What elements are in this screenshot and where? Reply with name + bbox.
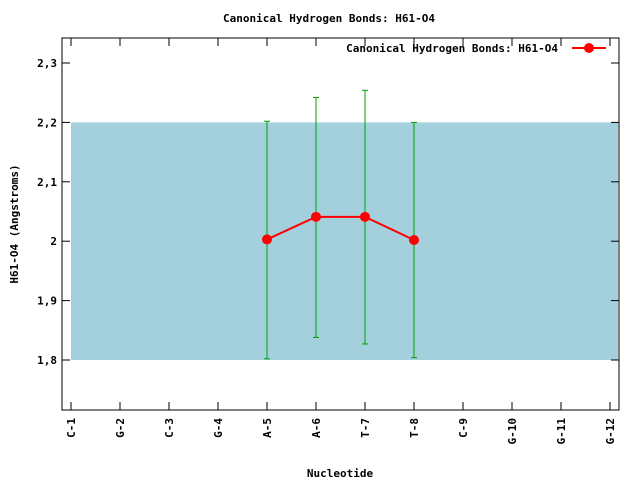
x-tick-label: A-5	[261, 418, 274, 438]
y-tick-label: 2,1	[37, 176, 57, 189]
x-tick-label: T-7	[359, 418, 372, 438]
legend: Canonical Hydrogen Bonds: H61-O4	[346, 42, 606, 55]
data-point	[360, 211, 370, 222]
y-tick-label: 2	[50, 235, 57, 248]
plot-frame	[61, 37, 620, 411]
reference-band	[71, 122, 618, 361]
y-axis-label: H61-O4 (Angstroms)	[8, 164, 21, 283]
series-line	[266, 215, 415, 241]
x-tick-label: G-2	[114, 418, 127, 438]
data-point	[409, 235, 419, 246]
legend-label: Canonical Hydrogen Bonds: H61-O4	[346, 42, 558, 55]
data-point	[262, 234, 272, 245]
x-tick-label: C-9	[457, 418, 470, 438]
data-point	[311, 211, 321, 222]
legend-marker	[584, 43, 594, 53]
y-axis: 1,8 1,9 2 2,1 2,2 2,3	[37, 57, 619, 367]
y-tick-label: 2,2	[37, 116, 57, 129]
x-tick-label: C-3	[163, 418, 176, 438]
x-tick-label: G-10	[506, 418, 519, 445]
y-tick-label: 2,3	[37, 57, 57, 70]
chart-title: Canonical Hydrogen Bonds: H61-O4	[223, 12, 435, 25]
x-tick-label: G-11	[555, 418, 568, 445]
x-tick-label: G-4	[212, 418, 225, 438]
x-tick-label: C-1	[65, 418, 78, 438]
x-tick-label: T-8	[408, 418, 421, 438]
x-axis: C-1 G-2 C-3 G-4 A-5 A-6 T-7 T-8 C-9 G-10 G-11 G-12	[65, 38, 617, 445]
y-tick-label: 1,9	[37, 295, 57, 308]
y-tick-label: 1,8	[37, 354, 57, 367]
x-tick-label: G-12	[604, 418, 617, 445]
series-polyline	[266, 215, 415, 241]
data-points	[262, 211, 419, 246]
x-tick-label: A-6	[310, 418, 323, 438]
x-axis-label: Nucleotide	[307, 467, 374, 480]
